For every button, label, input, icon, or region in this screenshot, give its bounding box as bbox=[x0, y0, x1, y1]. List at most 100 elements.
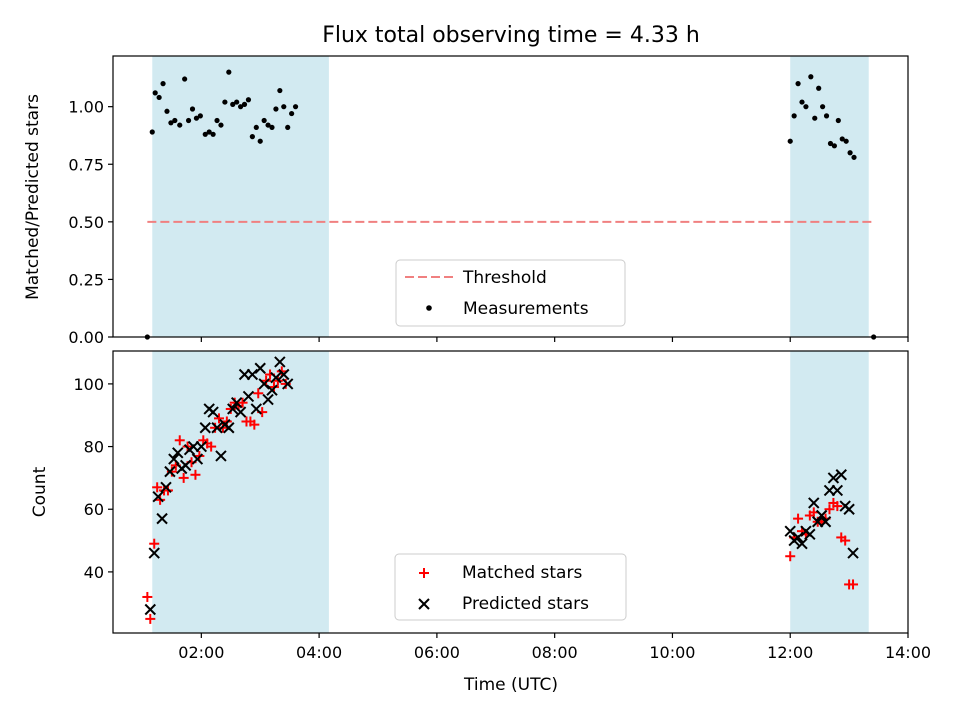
predicted-star-point bbox=[815, 509, 828, 522]
measurement-point bbox=[791, 113, 797, 119]
measurement-point bbox=[803, 104, 809, 110]
measurement-point bbox=[269, 124, 275, 131]
top-y-tick-label: 0.50 bbox=[68, 213, 104, 232]
x-tick-label: 14:00 bbox=[885, 643, 931, 662]
matched-star-point bbox=[145, 613, 156, 624]
legend-measurements-label: Measurements bbox=[463, 299, 589, 319]
measurement-point bbox=[261, 117, 267, 124]
predicted-star-point bbox=[152, 490, 164, 503]
predicted-star-point bbox=[835, 469, 847, 481]
top-y-tick-label: 0.25 bbox=[68, 270, 104, 289]
x-tick-label: 06:00 bbox=[414, 643, 460, 662]
predicted-star-point bbox=[191, 453, 204, 465]
x-axis-label: Time (UTC) bbox=[463, 675, 558, 695]
measurement-point bbox=[182, 76, 188, 82]
predicted-star-point bbox=[784, 525, 796, 537]
predicted-star-point bbox=[831, 484, 844, 497]
bottom-y-tick-label: 60 bbox=[84, 500, 104, 519]
x-tick-label: 02:00 bbox=[178, 643, 224, 662]
predicted-star-point bbox=[262, 393, 274, 406]
measurement-point bbox=[197, 113, 203, 119]
measurement-point bbox=[823, 113, 830, 119]
matched-star-point bbox=[840, 535, 851, 546]
measurement-point bbox=[795, 81, 801, 87]
measurement-point bbox=[237, 104, 244, 110]
predicted-stars-points bbox=[144, 356, 859, 616]
matched-star-point bbox=[142, 591, 153, 602]
measurement-point bbox=[257, 138, 263, 144]
predicted-star-point bbox=[234, 406, 247, 418]
matched-star-point bbox=[237, 397, 248, 408]
predicted-star-point bbox=[278, 368, 290, 381]
measurement-point bbox=[281, 104, 287, 110]
measurement-point bbox=[249, 134, 255, 140]
predicted-star-point bbox=[796, 537, 808, 550]
x-tick-label: 12:00 bbox=[767, 643, 813, 662]
legend-threshold-label: Threshold bbox=[462, 268, 547, 288]
predicted-star-point bbox=[168, 453, 180, 465]
measurement-point bbox=[206, 129, 212, 135]
bottom-x-ticks: 02:00 04:00 06:00 08:00 10:00 12:00 14:00 bbox=[178, 633, 931, 662]
predicted-star-point bbox=[827, 472, 840, 484]
measurement-point bbox=[285, 124, 291, 131]
legend-predicted-label: Predicted stars bbox=[462, 594, 589, 614]
measurement-point bbox=[172, 117, 178, 124]
measurement-point bbox=[202, 131, 208, 137]
measurement-point bbox=[289, 110, 295, 117]
measurement-point bbox=[177, 122, 183, 128]
top-shaded-interval bbox=[152, 56, 329, 337]
predicted-star-point bbox=[227, 403, 239, 415]
predicted-star-point bbox=[792, 531, 804, 544]
predicted-star-point bbox=[160, 481, 172, 494]
measurement-point bbox=[808, 74, 814, 80]
predicted-star-point bbox=[246, 368, 259, 381]
matched-star-point bbox=[253, 388, 264, 399]
bottom-y-tick-label: 100 bbox=[73, 375, 104, 394]
predicted-star-point bbox=[144, 603, 157, 616]
measurement-point bbox=[277, 87, 283, 94]
matched-star-point bbox=[793, 513, 804, 524]
measurement-point bbox=[210, 131, 216, 137]
measurement-point bbox=[253, 124, 259, 131]
legend-predicted-swatch bbox=[418, 598, 430, 610]
predicted-star-point bbox=[179, 459, 192, 472]
bottom-axes-frame bbox=[112, 350, 909, 634]
predicted-star-point bbox=[195, 440, 208, 453]
bottom-legend-box bbox=[394, 553, 627, 621]
matched-star-point bbox=[178, 472, 189, 483]
measurement-point bbox=[835, 117, 841, 124]
bottom-shaded-interval bbox=[152, 351, 329, 633]
predicted-star-point bbox=[804, 528, 816, 541]
measurement-point bbox=[292, 104, 299, 110]
measurement-point bbox=[843, 138, 849, 144]
predicted-star-point bbox=[843, 503, 855, 515]
x-tick-label: 04:00 bbox=[296, 643, 342, 662]
predicted-star-point bbox=[281, 378, 294, 390]
measurement-point bbox=[156, 94, 162, 101]
predicted-star-point bbox=[254, 362, 266, 374]
top-shaded-interval bbox=[790, 56, 869, 337]
measurement-point bbox=[827, 140, 834, 147]
measurement-point bbox=[812, 115, 818, 121]
measurement-point bbox=[189, 106, 196, 112]
top-axes-frame bbox=[112, 55, 909, 338]
measurement-point bbox=[218, 122, 224, 128]
top-y-tick-label: 0.00 bbox=[68, 328, 104, 347]
measurement-point bbox=[160, 81, 166, 87]
measurement-point bbox=[222, 99, 228, 105]
top-y-axis-label: Matched/Predicted stars bbox=[23, 94, 43, 300]
predicted-star-point bbox=[847, 547, 859, 559]
x-tick-label: 08:00 bbox=[532, 643, 578, 662]
matched-star-point bbox=[152, 482, 163, 493]
legend-predicted-marker bbox=[418, 598, 430, 610]
legend-matched-swatch bbox=[419, 568, 429, 578]
predicted-star-point bbox=[215, 450, 227, 462]
measurement-point bbox=[820, 104, 826, 110]
measurement-point bbox=[234, 99, 240, 105]
x-tick-label: 10:00 bbox=[649, 643, 695, 662]
top-y-ticks: 0.00 0.25 0.50 0.75 1.00 bbox=[68, 98, 113, 347]
matched-stars-points bbox=[142, 366, 859, 624]
bottom-legend: Matched stars Predicted stars bbox=[394, 553, 627, 621]
matched-star-point bbox=[785, 551, 796, 562]
predicted-star-point bbox=[148, 547, 160, 559]
